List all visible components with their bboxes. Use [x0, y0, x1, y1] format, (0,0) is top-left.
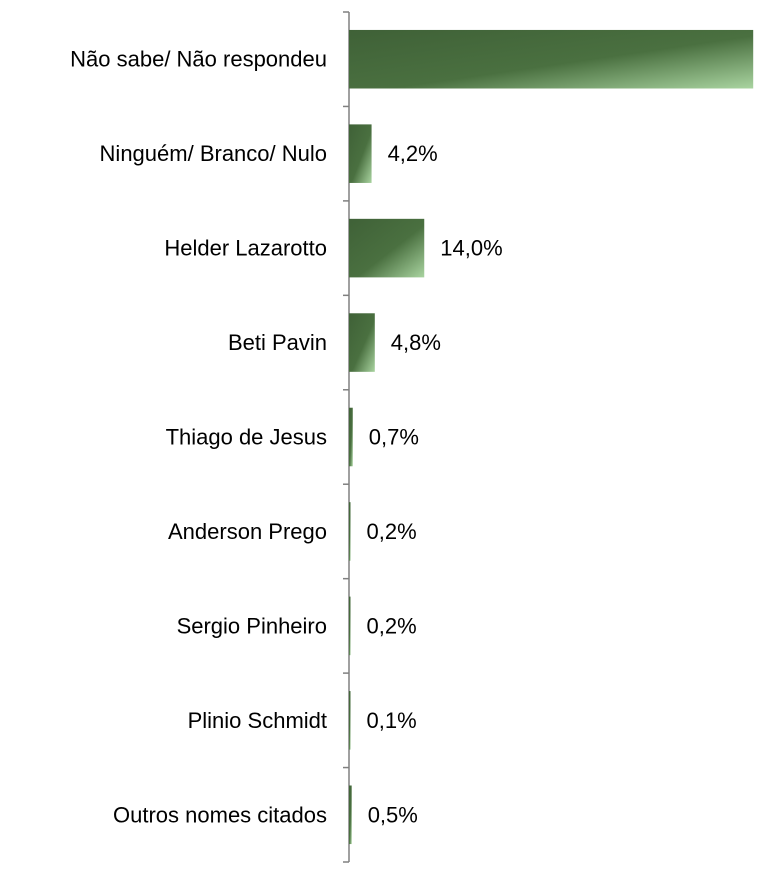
value-label: 0,5% — [368, 802, 418, 827]
category-label: Não sabe/ Não respondeu — [70, 47, 327, 72]
category-label: Anderson Prego — [168, 519, 327, 544]
category-label: Plinio Schmidt — [188, 708, 327, 733]
category-axis — [343, 11, 350, 863]
bar-3 — [349, 313, 375, 372]
bar-4 — [349, 407, 353, 467]
bar-1 — [349, 124, 372, 183]
category-label: Outros nomes citados — [113, 802, 327, 827]
value-label: 14,0% — [440, 236, 502, 261]
labels: Não sabe/ Não respondeu75,2%Ninguém/ Bra… — [70, 47, 503, 828]
category-label: Thiago de Jesus — [166, 425, 327, 450]
bars — [349, 29, 754, 845]
value-label: 0,2% — [367, 519, 417, 544]
value-label: 4,8% — [391, 330, 441, 355]
value-label: 0,2% — [367, 613, 417, 638]
bar-5 — [349, 502, 351, 561]
bar-0 — [349, 29, 754, 89]
bar-7 — [349, 691, 351, 750]
value-label: 4,2% — [388, 141, 438, 166]
category-label: Beti Pavin — [228, 330, 327, 355]
category-label: Ninguém/ Branco/ Nulo — [100, 141, 327, 166]
category-label: Helder Lazarotto — [164, 236, 327, 261]
bar-2 — [349, 218, 425, 278]
value-label: 0,7% — [369, 425, 419, 450]
bar-6 — [349, 596, 351, 656]
value-label: 0,1% — [367, 708, 417, 733]
category-label: Sergio Pinheiro — [177, 613, 327, 638]
bar-8 — [349, 785, 352, 845]
